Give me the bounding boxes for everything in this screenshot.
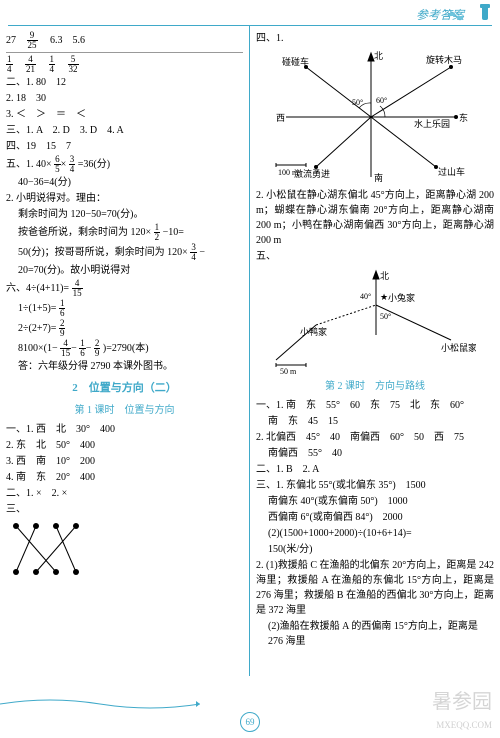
lbl2-tz: 小兔家 [388, 292, 415, 303]
header-decor [446, 4, 496, 26]
lesson-2-title: 第 2 课时 方向与路线 [256, 379, 494, 394]
l-3: 三、1. A 2. D 3. D 4. A [6, 123, 243, 138]
rr4b: 南偏东 40°(或东偏南 50°) 1000 [256, 494, 494, 509]
rr4c: 西偏南 6°(或南偏西 84°) 2000 [256, 510, 494, 525]
t: − [199, 247, 205, 258]
compass-diagram-2: 北 ★ 小兔家 小松鼠家 小鸭家 40° 50° 50 m [256, 265, 476, 375]
right-column: 四、1. 碰碰车 旋转木马 北 西 东 南 激 [250, 26, 500, 676]
page-header-title: 参考答案 [0, 0, 500, 25]
rr2: 2. 北偏西 45° 40 南偏西 60° 50 西 75 [256, 430, 494, 445]
l-2-1: 二、1. 80 12 [6, 75, 243, 90]
l-2-2: 2. 18 30 [6, 91, 243, 106]
lbl-50: 50° [352, 98, 363, 107]
r-5: 五、 [256, 249, 494, 264]
l-6c: 2÷(2+7)= 29 [6, 319, 243, 338]
rr5a: 2. (1)救援船 C 在渔船的北偏东 20°方向上，距离是 242 海里；救援… [256, 558, 494, 618]
lbl-mid: 水上乐园 [414, 118, 450, 129]
lbl-w: 西 [276, 113, 285, 123]
l-4: 四、19 15 7 [6, 139, 243, 154]
lbl2-sq: 小松鼠家 [441, 342, 476, 353]
rr2b: 南偏西 55° 40 [256, 446, 494, 461]
lbl-se: 过山车 [438, 166, 465, 177]
row-nums-2: 14 421 14 532 [6, 55, 243, 74]
rr4d: (2)(1500+1000+2000)÷(10+6+14)= [256, 526, 494, 541]
l-5-2e: 50(分)；按哥哥所说，剩余时间为 120× 34 − [6, 243, 243, 262]
lbl2-50: 50° [380, 312, 391, 321]
page-number: 69 [240, 712, 260, 732]
thin-rule [6, 52, 243, 53]
matching-diagram [6, 518, 86, 578]
t: 50(分)；按哥哥所说，剩余时间为 120× [18, 247, 188, 258]
lbl-s: 南 [374, 172, 383, 183]
ll1: 一、1. 西 北 30° 400 [6, 422, 243, 437]
rr1: 一、1. 南 东 55° 60 东 75 北 东 60° [256, 398, 494, 413]
lbl-n: 北 [374, 51, 383, 61]
lbl2-yz: 小鸭家 [300, 326, 327, 337]
l-6a: 六、4÷(4+11)= 415 [6, 279, 243, 298]
left-column: 27 925 6.3 5.6 14 421 14 532 二、1. 80 12 … [0, 26, 250, 676]
t: 8100×(1− [18, 343, 58, 354]
lbl2-40: 40° [360, 292, 371, 301]
l-5-2a: 2. 小明说得对。理由： [6, 191, 243, 206]
l-6f: 答：六年级分得 2790 本课外图书。 [6, 359, 243, 374]
l-5-1c: 40−36=4(分) [6, 175, 243, 190]
l-6d: 8100×(1− 415− 16− 29 )=2790(本) [6, 339, 243, 358]
lbl-sw: 激流勇进 [294, 168, 330, 179]
ll3: 3. 西 南 10° 200 [6, 454, 243, 469]
t: −10= [163, 227, 184, 238]
row-nums-1: 27 925 6.3 5.6 [6, 31, 243, 50]
svg-text:★: ★ [380, 292, 388, 302]
rr4e: 150(米/分) [256, 542, 494, 557]
l-6b: 1÷(1+5)= 16 [6, 299, 243, 318]
t: )=2790(本) [103, 343, 149, 354]
ll6: 三、 [6, 502, 243, 517]
footer: 69 [0, 696, 500, 732]
ll5: 二、1. × 2. × [6, 486, 243, 501]
rr1b: 南 东 45 15 [256, 414, 494, 429]
lbl-ne: 旋转木马 [426, 54, 462, 65]
rr5b: (2)渔船在救援船 A 的西偏南 15°方向上，距离是 276 海里 [256, 619, 494, 649]
watermark-logo: 暑参园 [432, 685, 492, 714]
t: 1÷(1+5)= [18, 303, 56, 314]
lbl2-s50: 50 m [280, 367, 297, 375]
rr4a: 三、1. 东偏北 55°(或北偏东 35°) 1500 [256, 478, 494, 493]
watermark-url: MXEQQ.COM [436, 720, 492, 730]
r-4: 四、1. [256, 31, 494, 46]
t: 按爸爸所说，剩余时间为 120× [18, 227, 151, 238]
lbl2-n: 北 [380, 271, 389, 281]
l-5-2b: 剩余时间为 120−50=70(分)。 [6, 207, 243, 222]
t: 六、4÷(4+11)= [6, 283, 69, 294]
l-2-3: 3. ＜ ＞ ＝ ＜ [6, 107, 243, 122]
lbl-nw: 碰碰车 [282, 56, 309, 67]
t: 2÷(2+7)= [18, 323, 56, 334]
lbl-scale: 100 m [278, 168, 299, 177]
rr3: 二、1. B 2. A [256, 462, 494, 477]
t: 五、1. 40× [6, 159, 52, 170]
r-q2: 2. 小松鼠在静心湖东偏北 45°方向上，距离静心湖 200 m；蝴蝶在静心湖东… [256, 188, 494, 248]
lbl-60: 60° [376, 96, 387, 105]
l-5-2g: 20=70(分)。故小明说得对 [6, 263, 243, 278]
lbl-e: 东 [459, 112, 468, 123]
ll4: 4. 南 东 20° 400 [6, 470, 243, 485]
l-5-1: 五、1. 40× 65× 34 =36(分) [6, 155, 243, 174]
lesson-1-title: 第 1 课时 位置与方向 [6, 403, 243, 418]
ll2: 2. 东 北 50° 400 [6, 438, 243, 453]
section-2-title: 2 位置与方向（二） [6, 380, 243, 397]
l-5-2c: 按爸爸所说，剩余时间为 120× 12 −10= [6, 223, 243, 242]
t: =36(分) [78, 159, 110, 170]
compass-diagram-1: 碰碰车 旋转木马 北 西 东 南 激流勇进 过山车 水上乐园 50° 60° 1… [256, 47, 476, 187]
